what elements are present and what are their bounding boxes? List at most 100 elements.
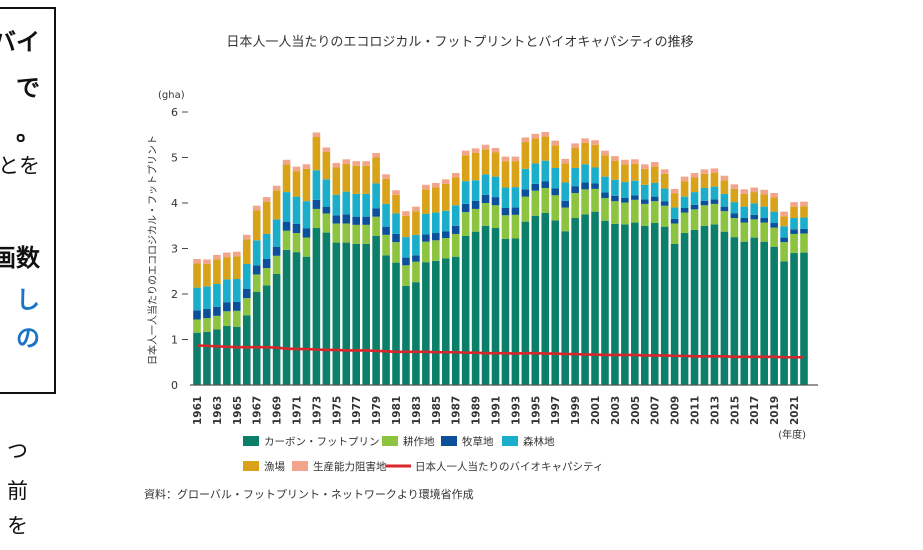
bar-segment-grazing: [541, 181, 550, 188]
bar-segment-grazing: [491, 197, 500, 206]
y-unit: (gha): [158, 90, 185, 101]
x-tick-label: 1981: [391, 396, 403, 425]
bar-segment-cropland: [521, 196, 530, 222]
bar-segment-forest: [790, 218, 798, 230]
bar-segment-carbon: [233, 326, 241, 385]
bar-segment-built_up: [531, 133, 540, 139]
bar-segment-cropland: [740, 222, 749, 242]
bar-segment-built_up: [372, 152, 380, 158]
bar-segment-built_up: [601, 150, 609, 156]
bar-segment-grazing: [621, 197, 629, 203]
bar-segment-grazing: [531, 183, 540, 191]
bar-segment-built_up: [481, 144, 490, 150]
legend-swatch-fishing: [243, 461, 259, 471]
bar-segment-grazing: [242, 288, 251, 299]
bar-segment-forest: [750, 203, 759, 215]
bar-segment-forest: [521, 168, 530, 190]
bar-segment-carbon: [670, 243, 679, 385]
bar-segment-carbon: [760, 241, 768, 385]
bar-segment-carbon: [770, 246, 778, 385]
bar-segment-cropland: [670, 223, 679, 244]
x-tick-label: 2011: [690, 396, 702, 425]
bar-segment-built_up: [800, 201, 808, 207]
text-fragment: の: [16, 324, 40, 352]
bar-segment-grazing: [203, 309, 211, 319]
bar-segment-built_up: [193, 258, 201, 264]
bar-segment-carbon: [441, 258, 450, 385]
bar-segment-carbon: [611, 223, 619, 385]
bar-segment-forest: [262, 233, 271, 259]
bar-segment-built_up: [631, 159, 639, 164]
bar-segment-cropland: [432, 240, 440, 261]
text-fragment: 前: [7, 479, 28, 503]
bar-segment-grazing: [551, 188, 560, 196]
bar-segment-built_up: [770, 192, 778, 198]
bar-segment-carbon: [800, 252, 808, 385]
bar-segment-carbon: [292, 252, 301, 385]
bar-segment-forest: [213, 283, 221, 307]
bar-segment-forest: [760, 206, 768, 219]
bar-segment-carbon: [621, 224, 629, 385]
bar-segment-fishing: [660, 173, 669, 189]
x-tick-label: 1965: [232, 396, 244, 425]
bar-segment-carbon: [780, 261, 788, 385]
bar-segment-carbon: [601, 220, 609, 385]
bar-segment-built_up: [670, 188, 679, 194]
bar-segment-cropland: [730, 218, 739, 238]
bar-segment-forest: [660, 188, 669, 202]
bar-segment-built_up: [471, 148, 480, 153]
bar-segment-cropland: [760, 222, 768, 242]
bar-segment-cropland: [680, 212, 689, 234]
bar-segment-carbon: [581, 214, 589, 385]
bar-segment-grazing: [571, 186, 579, 193]
bar-segment-cropland: [591, 188, 599, 212]
bar-segment-forest: [551, 167, 560, 189]
legend-label-grazing: 牧草地: [462, 435, 494, 448]
bar-segment-built_up: [282, 159, 291, 165]
bar-segment-grazing: [461, 203, 470, 213]
bar-segment-cropland: [770, 227, 778, 247]
bar-segment-carbon: [312, 228, 321, 385]
bar-segment-forest: [372, 183, 380, 209]
bar-segment-fishing: [710, 172, 719, 187]
bar-segment-fishing: [670, 193, 679, 208]
x-tick-label: 2003: [610, 396, 622, 425]
bar-segment-cropland: [372, 216, 380, 236]
bar-segment-cropland: [193, 319, 201, 333]
x-tick-label: 2021: [789, 396, 801, 425]
x-tick-label: 1973: [311, 396, 323, 425]
bar-segment-fishing: [511, 161, 520, 188]
bar-segment-carbon: [680, 233, 689, 385]
x-tick-label: 1967: [252, 396, 264, 425]
bar-segment-carbon: [650, 223, 659, 385]
bar-segment-carbon: [451, 256, 460, 385]
bar-segment-cropland: [292, 233, 301, 253]
bar-segment-fishing: [601, 155, 609, 177]
bar-segment-grazing: [760, 218, 768, 223]
x-tick-label: 1971: [292, 396, 304, 425]
bar-segment-grazing: [451, 225, 460, 234]
bar-segment-carbon: [690, 229, 699, 385]
bar-segment-built_up: [511, 156, 520, 162]
bar-segment-cropland: [441, 238, 450, 259]
bar-segment-grazing: [770, 223, 778, 228]
bar-segment-carbon: [571, 218, 579, 385]
bar-segment-cropland: [800, 233, 808, 253]
bar-segment-carbon: [481, 225, 490, 385]
bar-segment-built_up: [700, 169, 709, 174]
bar-segment-carbon: [700, 225, 709, 385]
bar-segment-cropland: [700, 205, 709, 226]
bar-segment-fishing: [680, 181, 689, 197]
bar-segment-built_up: [491, 147, 500, 153]
x-tick-label: 1961: [192, 396, 204, 425]
bar-segment-carbon: [521, 221, 530, 385]
bar-segment-forest: [312, 170, 321, 200]
y-axis-label: 日本人一人当たりのエコロジカル・フットプリント: [146, 135, 159, 365]
bar-segment-cropland: [223, 311, 231, 326]
legend-swatch-grazing: [441, 436, 457, 446]
bar-segment-grazing: [422, 234, 430, 242]
bar-segment-grazing: [481, 194, 490, 203]
bar-segment-forest: [770, 211, 778, 224]
bar-segment-built_up: [501, 156, 510, 162]
